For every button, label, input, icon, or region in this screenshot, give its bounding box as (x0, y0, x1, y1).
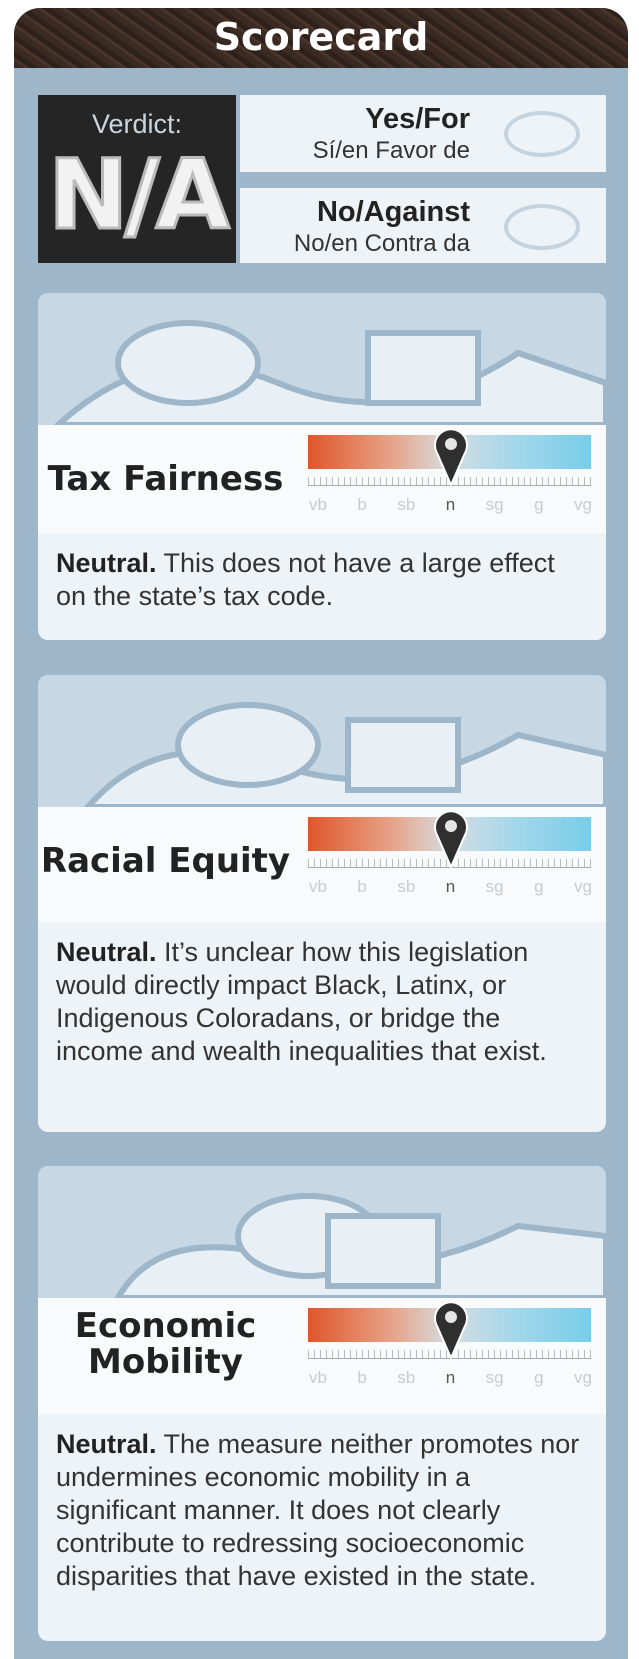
section-title: Economic Mobility (74, 1306, 257, 1382)
scale-label: n (445, 1368, 456, 1387)
scale-label: sb (397, 495, 416, 514)
verdict-box: Verdict: N/A (38, 95, 236, 263)
option-oval (504, 111, 580, 157)
description-text: This does not have a large effect on the… (56, 548, 555, 611)
section-description: Neutral. The measure neither promotes no… (56, 1428, 586, 1593)
scale-label: g (534, 495, 544, 514)
scale-label: sg (485, 877, 504, 896)
scorecard: Scorecard Verdict: N/A Yes/For Sí/en Favo… (14, 8, 628, 1659)
scale-row: Tax Fairness vb b sb n sg g vg (38, 425, 606, 533)
illustration-art (81, 702, 606, 810)
option-es: Sí/en Favor de (312, 137, 470, 164)
section-title: Tax Fairness (47, 459, 284, 499)
pin-icon (433, 1301, 468, 1361)
illustration-art (50, 320, 606, 428)
option: No/Against No/en Contra da (240, 188, 606, 263)
scale-label: b (357, 877, 367, 896)
scale-label: n (445, 495, 456, 514)
scale-label: vb (309, 1368, 327, 1387)
rating-pin (433, 1298, 469, 1365)
section-description: Neutral. It’s unclear how this legislati… (56, 936, 586, 1068)
description-lead: Neutral. (56, 548, 157, 578)
scale-label: vg (574, 877, 592, 896)
scale-label: sb (397, 877, 416, 896)
rating-pin (433, 807, 469, 874)
scale-label: vb (309, 495, 327, 514)
option-es: No/en Contra da (293, 230, 470, 257)
rating-pin (433, 425, 469, 492)
section-description: Neutral. This does not have a large effe… (56, 547, 586, 613)
scale-label: sb (397, 1368, 416, 1387)
illustration (38, 293, 606, 428)
scale-label: b (357, 495, 367, 514)
section: Economic Mobility vb b sb n sg g vg Neutral. The… (38, 1166, 606, 1641)
scale-label: sg (485, 1368, 504, 1387)
verdict-value: N/A (47, 138, 232, 253)
scale-label: vb (309, 877, 327, 896)
scale-label: sg (485, 495, 504, 514)
section: Racial Equity vb b sb n sg g vg Neutral. It’s un… (38, 675, 606, 1132)
header: Scorecard (14, 8, 628, 68)
option-oval (504, 204, 580, 250)
illustration-art (112, 1193, 606, 1301)
illustration (38, 1166, 606, 1301)
section: Tax Fairness vb b sb n sg g vg Neutral. This doe… (38, 293, 606, 640)
option-en: Yes/For (365, 103, 470, 135)
scale-label: vg (574, 495, 592, 514)
description-lead: Neutral. (56, 1429, 157, 1459)
section-title: Racial Equity (40, 841, 291, 881)
verdict: Verdict: N/A Yes/For Sí/en Favor de No/Aga… (38, 95, 606, 263)
verdict-label: Verdict: (91, 109, 183, 139)
description-text: It’s unclear how this legislation would … (56, 937, 547, 1066)
illustration (38, 675, 606, 810)
scale-row: Economic Mobility vb b sb n sg g vg (38, 1298, 606, 1414)
pin-icon (433, 810, 468, 870)
option: Yes/For Sí/en Favor de (240, 95, 606, 172)
description-lead: Neutral. (56, 937, 157, 967)
option-en: No/Against (316, 196, 470, 228)
pin-icon (433, 428, 468, 488)
scale-label: g (534, 1368, 544, 1387)
scale-label: vg (574, 1368, 592, 1387)
scale-row: Racial Equity vb b sb n sg g vg (38, 807, 606, 922)
scale-label: b (357, 1368, 367, 1387)
scale-label: n (445, 877, 456, 896)
description-text: The measure neither promotes nor undermi… (56, 1429, 580, 1591)
scale-label: g (534, 877, 544, 896)
